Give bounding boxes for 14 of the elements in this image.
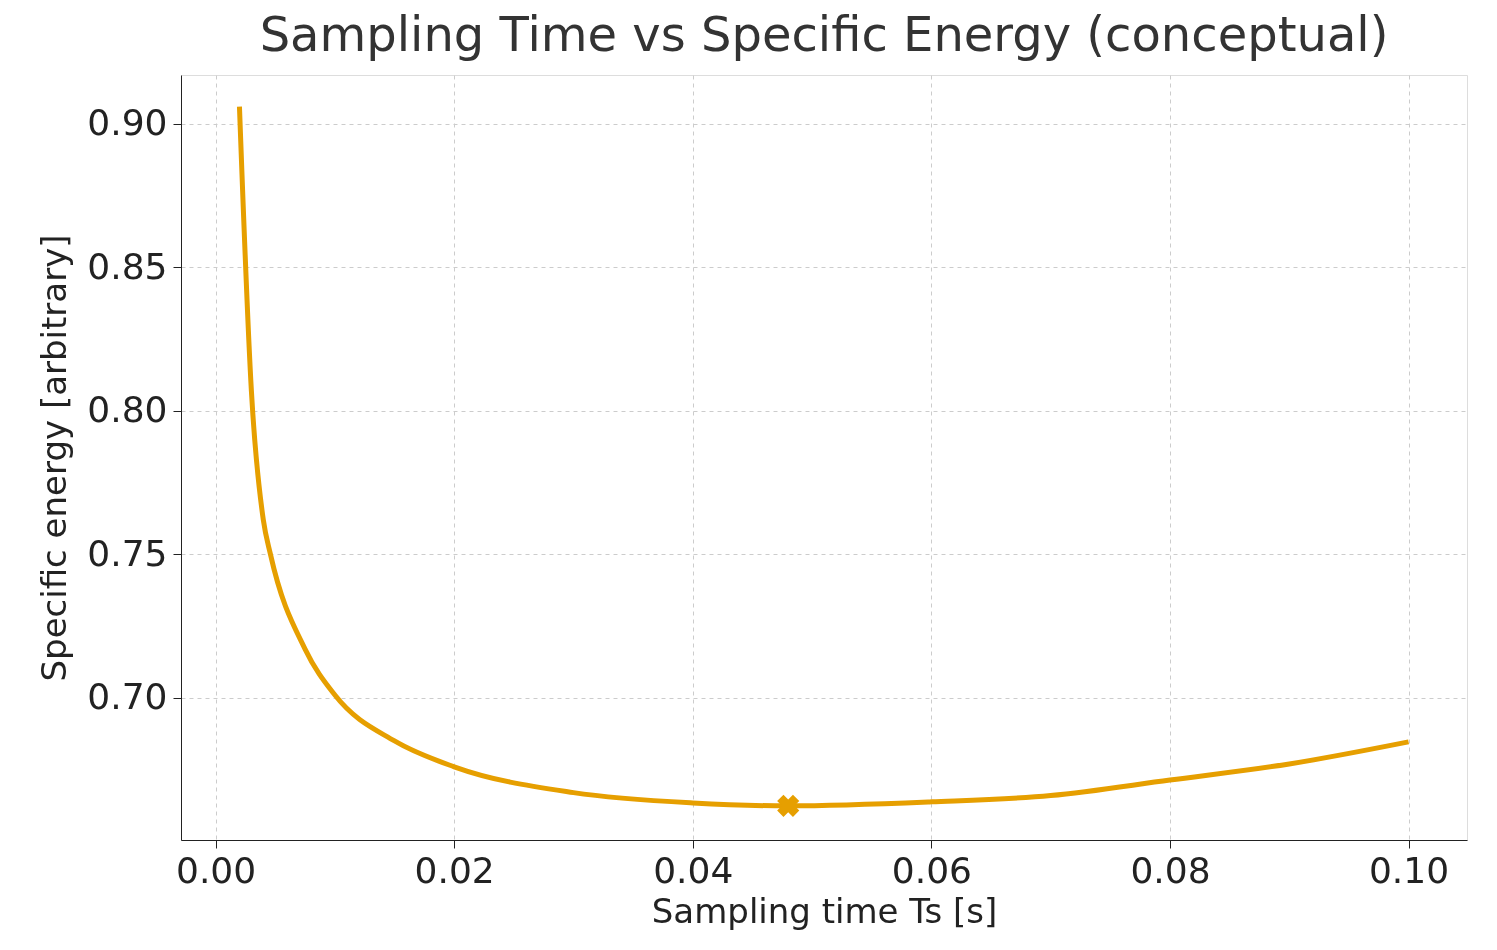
x-tick-label: 0.04 bbox=[653, 849, 734, 891]
y-tick-label: 0.90 bbox=[87, 102, 168, 144]
y-tick-label: 0.80 bbox=[87, 389, 168, 431]
x-tick-label: 0.10 bbox=[1368, 849, 1450, 891]
y-axis-title: Specific energy [arbitrary] bbox=[34, 234, 75, 682]
y-tick-label: 0.70 bbox=[87, 676, 168, 718]
x-tick-label: 0.00 bbox=[176, 849, 257, 891]
x-axis-title: Sampling time Ts [s] bbox=[651, 890, 998, 931]
chart-title: Sampling Time vs Specific Energy (conceptual) bbox=[259, 6, 1389, 62]
y-tick-label: 0.75 bbox=[87, 532, 168, 574]
x-tick-label: 0.06 bbox=[891, 849, 972, 891]
x-tick-label: 0.08 bbox=[1130, 849, 1211, 891]
y-tick-label: 0.85 bbox=[87, 245, 168, 287]
x-tick-label: 0.02 bbox=[414, 849, 495, 891]
